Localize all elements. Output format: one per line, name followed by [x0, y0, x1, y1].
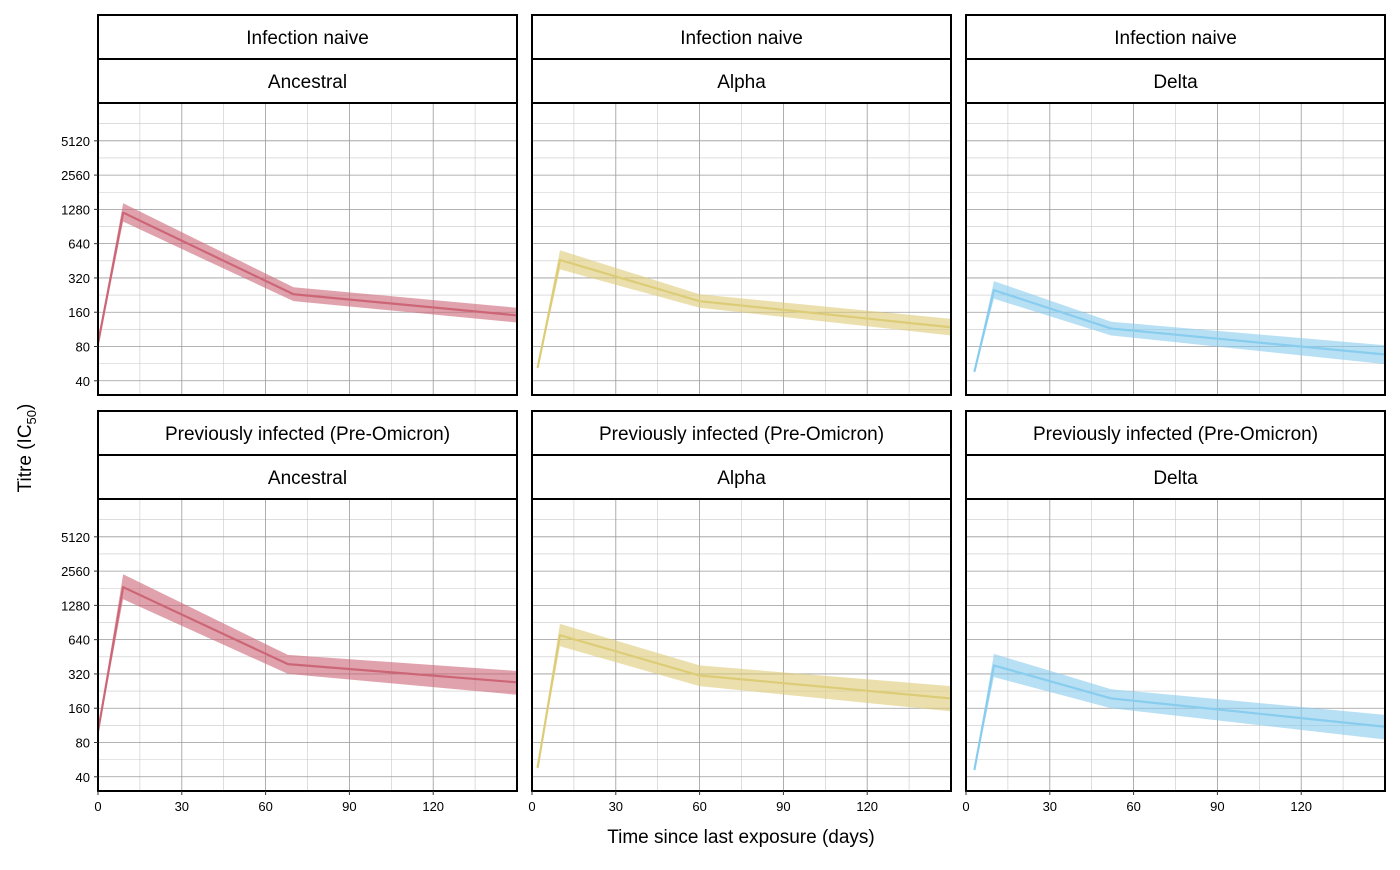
gridlines	[531, 103, 951, 395]
x-tick-label: 60	[1126, 799, 1140, 814]
panel-border	[531, 102, 952, 396]
panel-border	[97, 498, 518, 792]
panel-border	[965, 498, 1386, 792]
x-tick-label: 60	[258, 799, 272, 814]
strip-column-box	[97, 454, 518, 500]
ribbon-alpha	[537, 250, 951, 370]
ribbon-ancestral	[98, 203, 517, 347]
strip-column-box	[531, 58, 952, 104]
strip-row-label: Infection naive	[680, 28, 803, 49]
y-tick-label: 5120	[61, 530, 90, 545]
strip-column-label: Alpha	[717, 468, 766, 489]
y-tick-label: 640	[68, 633, 90, 648]
y-tick-label: 640	[68, 237, 90, 252]
line-ancestral	[96, 211, 518, 344]
ribbon-delta	[974, 653, 1385, 773]
strip-column-box	[531, 454, 952, 500]
x-tick-label: 30	[175, 799, 189, 814]
panel-border	[965, 102, 1386, 396]
y-tick-label: 5120	[61, 134, 90, 149]
y-tick-label: 160	[68, 305, 90, 320]
y-tick-label: 40	[76, 374, 90, 389]
panel-infection-naive-alpha: Infection naive Alpha	[531, 14, 952, 396]
x-tick-label: 120	[856, 799, 878, 814]
strip-column-label: Alpha	[717, 72, 766, 93]
strip-row-label: Infection naive	[1114, 28, 1237, 49]
strip-row-label: Previously infected (Pre-Omicron)	[599, 424, 884, 445]
strip-row-box	[965, 14, 1386, 60]
panel-border	[97, 102, 518, 396]
y-tick-label: 1280	[61, 202, 90, 217]
strip-row-label: Previously infected (Pre-Omicron)	[165, 424, 450, 445]
x-tick-label: 120	[422, 799, 444, 814]
strip-row-box	[97, 410, 518, 456]
y-tick-label: 80	[76, 735, 90, 750]
gridlines	[97, 103, 517, 395]
gridlines	[965, 499, 1385, 791]
y-tick-label: 160	[68, 701, 90, 716]
ribbon-ancestral	[98, 574, 517, 734]
panel-previously-infected-pre-omicron-ancestral: Previously infected (Pre-Omicron) Ancestr…	[61, 410, 518, 814]
ribbon-alpha	[537, 623, 951, 770]
strip-column-box	[965, 454, 1386, 500]
strip-column-label: Ancestral	[268, 468, 347, 489]
line-alpha	[536, 258, 952, 369]
gridlines	[97, 499, 517, 791]
y-axis-title: Titre (IC50)	[15, 404, 39, 493]
panel-infection-naive-delta: Infection naive Delta	[965, 14, 1386, 396]
x-tick-label: 0	[94, 799, 101, 814]
ribbon-delta	[974, 281, 1385, 374]
y-tick-label: 2560	[61, 168, 90, 183]
x-axis-title: Time since last exposure (days)	[607, 827, 875, 848]
strip-column-label: Delta	[1153, 468, 1198, 489]
y-tick-label: 2560	[61, 564, 90, 579]
panel-border	[531, 498, 952, 792]
line-delta	[973, 289, 1386, 373]
panel-previously-infected-pre-omicron-delta: Previously infected (Pre-Omicron) Delta 0 3…	[962, 410, 1386, 814]
facet-grid: Infection naive Ancestral 40 80 160 320 640 128…	[61, 14, 1386, 814]
x-tick-label: 90	[1210, 799, 1224, 814]
panel-previously-infected-pre-omicron-alpha: Previously infected (Pre-Omicron) Alpha 0 3…	[528, 410, 952, 814]
strip-row-label: Previously infected (Pre-Omicron)	[1033, 424, 1318, 445]
strip-row-box	[97, 14, 518, 60]
x-tick-label: 120	[1290, 799, 1312, 814]
strip-column-box	[965, 58, 1386, 104]
strip-row-box	[531, 14, 952, 60]
x-tick-label: 30	[1043, 799, 1057, 814]
x-tick-label: 90	[776, 799, 790, 814]
y-axis-title-subscript: 50	[24, 410, 39, 424]
line-ancestral	[96, 586, 518, 732]
y-tick-label: 320	[68, 667, 90, 682]
x-tick-label: 30	[609, 799, 623, 814]
line-delta	[973, 664, 1386, 771]
y-tick-label: 320	[68, 271, 90, 286]
strip-row-label: Infection naive	[246, 28, 369, 49]
x-tick-label: 60	[692, 799, 706, 814]
panel-infection-naive-ancestral: Infection naive Ancestral 40 80 160 320 640 128…	[61, 14, 518, 396]
x-tick-label: 0	[528, 799, 535, 814]
y-tick-label: 1280	[61, 598, 90, 613]
line-alpha	[536, 634, 952, 768]
x-tick-label: 0	[962, 799, 969, 814]
strip-row-box	[965, 410, 1386, 456]
strip-column-label: Delta	[1153, 72, 1198, 93]
y-tick-label: 80	[76, 339, 90, 354]
x-tick-label: 90	[342, 799, 356, 814]
strip-column-box	[97, 58, 518, 104]
y-tick-label: 40	[76, 770, 90, 785]
strip-column-label: Ancestral	[268, 72, 347, 93]
